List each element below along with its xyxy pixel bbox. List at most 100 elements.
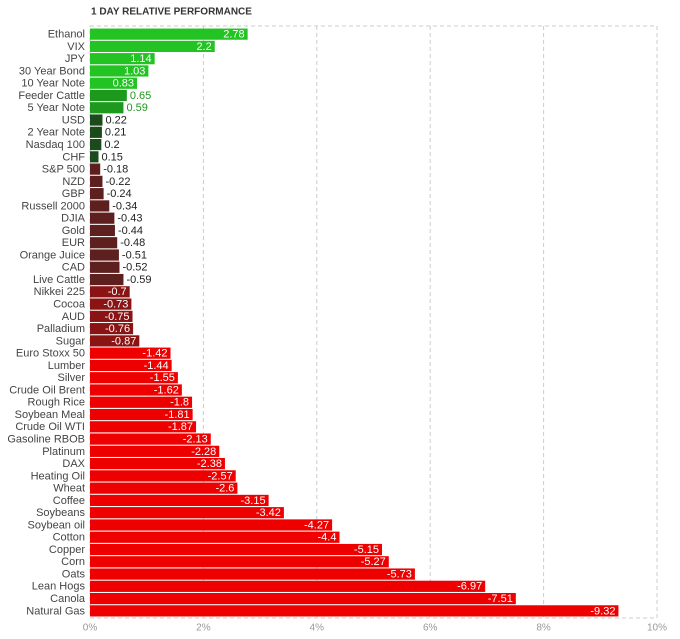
y-tick-label: Rough Rice <box>28 397 85 409</box>
bar <box>90 408 193 421</box>
value-label: -0.18 <box>103 164 128 176</box>
value-label: -7.51 <box>488 593 513 605</box>
bar <box>90 519 333 531</box>
y-tick-label: Wheat <box>53 483 85 495</box>
y-tick-label: Crude Oil Brent <box>9 384 85 396</box>
y-tick-label: Canola <box>50 593 86 605</box>
value-label: -2.57 <box>208 470 233 482</box>
bar <box>90 372 178 384</box>
value-label: -1.87 <box>168 421 193 433</box>
value-label: -2.28 <box>191 446 216 458</box>
bar <box>90 28 248 40</box>
y-tick-label: Lean Hogs <box>32 581 86 593</box>
y-tick-label: Oats <box>62 568 86 580</box>
y-tick-label: Orange Juice <box>20 249 85 261</box>
bar <box>90 286 130 298</box>
value-label: -4.27 <box>304 519 329 531</box>
y-tick-label: CHF <box>62 151 85 163</box>
value-label: 1.14 <box>130 53 151 65</box>
value-label: 0.59 <box>126 102 147 114</box>
value-label: -0.24 <box>107 188 132 200</box>
bar <box>90 347 171 359</box>
bar <box>90 592 516 605</box>
y-tick-label: Coffee <box>53 495 85 507</box>
y-tick-label: Euro Stoxx 50 <box>16 348 85 360</box>
y-tick-label: Sugar <box>56 335 86 347</box>
y-tick-label: Platinum <box>42 446 85 458</box>
bar <box>90 114 103 126</box>
bar <box>90 77 138 89</box>
y-tick-label: Natural Gas <box>26 605 85 617</box>
bar <box>90 89 127 102</box>
y-tick-label: CAD <box>62 262 85 274</box>
y-tick-label: 2 Year Note <box>28 127 86 139</box>
bar <box>90 470 236 482</box>
value-label: -0.76 <box>105 323 130 335</box>
bar <box>90 163 101 175</box>
bar <box>90 568 415 580</box>
value-label: -0.44 <box>118 225 143 237</box>
value-label: -1.44 <box>144 360 169 372</box>
bar <box>90 543 383 556</box>
x-tick-label: 6% <box>423 623 438 634</box>
y-tick-label: VIX <box>67 41 85 53</box>
bar <box>90 138 102 151</box>
bar <box>90 298 132 310</box>
value-label: -0.22 <box>105 176 130 188</box>
value-label: 1.03 <box>124 65 145 77</box>
bar <box>90 249 119 261</box>
bar <box>90 237 118 249</box>
value-label: -1.8 <box>170 397 189 409</box>
value-label: -4.4 <box>318 532 337 544</box>
y-tick-label: DAX <box>62 458 85 470</box>
value-label: -0.75 <box>104 311 129 323</box>
y-tick-label: Soybeans <box>36 507 85 519</box>
value-label: -0.52 <box>122 262 147 274</box>
y-tick-label: Silver <box>57 372 85 384</box>
y-tick-label: Corn <box>61 556 85 568</box>
bar <box>90 421 197 433</box>
value-label: 0.83 <box>113 78 134 90</box>
bar <box>90 556 389 568</box>
value-label: -0.48 <box>120 237 145 249</box>
chart-title: 1 DAY RELATIVE PERFORMANCE <box>91 7 252 18</box>
bar <box>90 494 269 507</box>
value-label: -5.15 <box>354 544 379 556</box>
bar <box>90 273 124 286</box>
value-label: -5.27 <box>361 556 386 568</box>
bar <box>90 40 215 53</box>
bar <box>90 458 225 470</box>
value-label: -0.51 <box>122 249 147 261</box>
y-tick-label: Nasdaq 100 <box>26 139 85 151</box>
y-tick-label: Russell 2000 <box>21 200 85 212</box>
bar <box>90 396 193 408</box>
y-tick-label: S&P 500 <box>42 164 85 176</box>
x-tick-label: 0% <box>83 623 98 634</box>
value-label: 0.22 <box>105 114 126 126</box>
bar <box>90 151 99 163</box>
bar <box>90 212 115 224</box>
y-tick-label: 5 Year Note <box>28 102 86 114</box>
bar <box>90 126 102 138</box>
y-tick-label: Soybean oil <box>28 519 86 531</box>
value-label: -2.38 <box>197 458 222 470</box>
y-tick-label: Gasoline RBOB <box>7 433 85 445</box>
bar <box>90 482 238 494</box>
bar <box>90 102 124 114</box>
value-label: 2.78 <box>223 29 244 41</box>
value-label: 0.15 <box>102 151 123 163</box>
y-tick-label: NZD <box>62 176 85 188</box>
bar <box>90 433 211 445</box>
bar <box>90 531 340 543</box>
y-tick-label: GBP <box>62 188 85 200</box>
y-tick-label: Ethanol <box>48 29 85 41</box>
y-tick-label: EUR <box>62 237 85 249</box>
bar <box>90 188 104 200</box>
bar <box>90 359 172 372</box>
value-label: -0.73 <box>103 299 128 311</box>
value-label: -1.81 <box>165 409 190 421</box>
bar <box>90 310 133 322</box>
bar <box>90 384 182 396</box>
value-label: -5.73 <box>387 568 412 580</box>
